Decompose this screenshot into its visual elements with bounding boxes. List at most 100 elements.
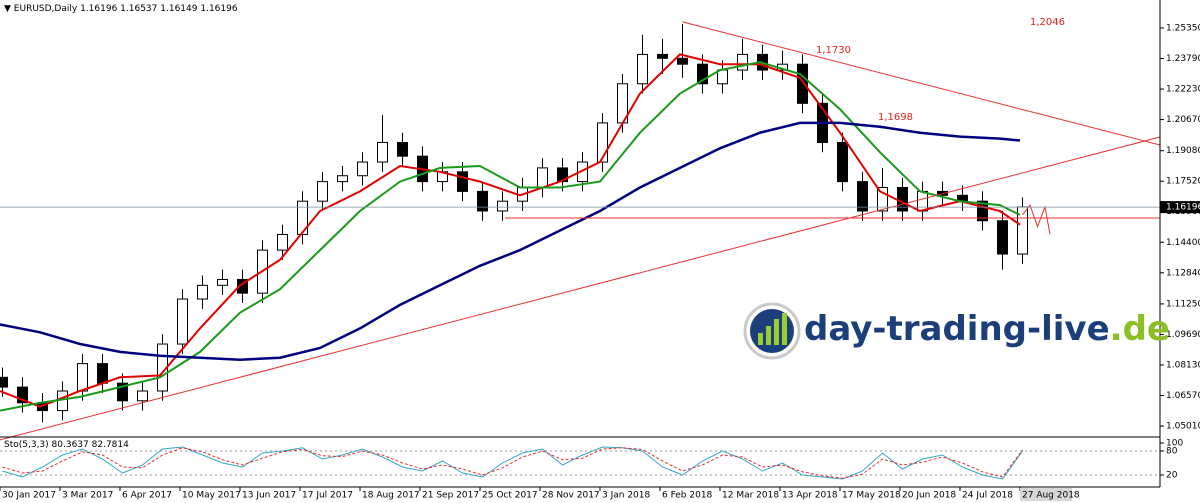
candle-body [177, 298, 188, 345]
level-annotation: 1,1730 [816, 45, 851, 56]
x-tick-label: 24 Jul 2018 [962, 491, 1013, 501]
header-low: 1.16149 [160, 4, 197, 14]
y-tick-label: 1.08130 [1166, 360, 1200, 370]
candle-body [77, 363, 88, 392]
candle-body [977, 200, 988, 222]
candle-body [317, 181, 328, 202]
x-tick-label: 27 Aug 2018 [1022, 491, 1080, 501]
y-tick-label: 1.12840 [1166, 268, 1200, 278]
candle-body [297, 200, 308, 235]
header-close: 1.16196 [200, 4, 237, 14]
watermark: day-trading-live.de [743, 302, 1170, 360]
candle-body [997, 220, 1008, 255]
y-tick-label: 1.17520 [1166, 177, 1200, 187]
candle-body [137, 390, 148, 402]
y-tick-label: 1.14400 [1166, 238, 1200, 248]
candle-body [277, 233, 288, 251]
current-price-box [1160, 201, 1200, 214]
y-tick-label: 20 [1166, 471, 1178, 481]
candle-body [877, 186, 888, 212]
y-tick-label: 100 [1166, 439, 1183, 449]
logo-bar [782, 313, 787, 345]
trend-line [0, 136, 1161, 441]
logo-text: day-trading-live.de [804, 309, 1170, 349]
candle-body [237, 278, 248, 294]
x-tick-label: 10 May 2017 [182, 491, 241, 501]
x-tick-label: 28 Nov 2017 [542, 491, 600, 501]
candle-body [17, 386, 28, 404]
candle-body [797, 63, 808, 104]
y-tick-label: 1.19080 [1166, 146, 1200, 156]
candle-body [597, 122, 608, 163]
trend-line [682, 21, 1161, 146]
x-tick-label: 21 Sep 2017 [422, 491, 479, 501]
x-tick-label: 30 Jan 2017 [2, 491, 56, 501]
candle-body [837, 141, 848, 183]
x-tick-label: 6 Apr 2017 [122, 491, 172, 501]
indicator-main: 80.3637 [52, 440, 89, 450]
logo-name: day-trading-live [804, 309, 1110, 349]
y-tick-label: 1.20670 [1166, 115, 1200, 125]
oscillator-line [2, 446, 1023, 480]
logo-disc [750, 309, 794, 353]
candle-body [377, 141, 388, 163]
candle-body [917, 190, 928, 212]
logo-bar [766, 326, 771, 345]
logo-bar [758, 333, 763, 345]
level-annotation: 1,2046 [1030, 17, 1065, 28]
candle-body [497, 200, 508, 212]
moving-average [0, 53, 1021, 408]
x-tick-label: 17 Jul 2017 [302, 491, 353, 501]
x-tick-label: 3 Jan 2018 [602, 491, 650, 501]
candle-body [697, 63, 708, 85]
x-tick-label: 18 Aug 2017 [362, 491, 420, 501]
x-tick-label: 13 Apr 2018 [782, 491, 838, 501]
x-tick-label: 13 Jun 2017 [242, 491, 296, 501]
level-annotation: 1,1698 [878, 112, 913, 123]
y-tick-label: 1.11250 [1166, 299, 1200, 309]
indicator-signal: 82.7814 [92, 440, 129, 450]
header-high: 1.16537 [120, 4, 157, 14]
symbol: EURUSD,Daily [14, 4, 78, 14]
y-tick-label: 1.09690 [1166, 330, 1200, 340]
candle-body [117, 382, 128, 402]
moving-average [0, 61, 1021, 412]
candle-body [857, 181, 868, 212]
x-tick-label: 25 Oct 2017 [482, 491, 538, 501]
x-tick-label: 12 Mar 2018 [722, 491, 779, 501]
candle-body [337, 175, 348, 183]
chart-header: ▼ EURUSD,Daily 1.16196 1.16537 1.16149 1… [4, 4, 238, 14]
candle-body [657, 53, 668, 59]
candle-body [577, 161, 588, 183]
x-tick-label: 6 Feb 2018 [662, 491, 713, 501]
candle-body [477, 190, 488, 212]
trend-line [1022, 204, 1051, 235]
y-tick-label: 1.23790 [1166, 54, 1200, 64]
candle-body [197, 284, 208, 300]
logo-bar [774, 319, 779, 345]
logo-tld: .de [1110, 309, 1170, 349]
candle-body [217, 278, 228, 286]
header-open: 1.16196 [80, 4, 117, 14]
current-price-label: 1.16196 [1166, 203, 1200, 213]
x-tick-label: 3 Mar 2017 [62, 491, 113, 501]
x-tick-highlight [1020, 488, 1072, 501]
indicator-name: Sto(5,3,3) [4, 440, 49, 450]
candle-body [557, 167, 568, 183]
indicator-header: Sto(5,3,3) 80.3637 82.7814 [4, 440, 129, 450]
y-tick-label: 1.25350 [1166, 23, 1200, 33]
x-tick-label: 17 May 2018 [842, 491, 901, 501]
y-tick-label: 1.06570 [1166, 391, 1200, 401]
candle-body [637, 53, 648, 85]
moving-average [0, 121, 1021, 361]
candle-body [457, 171, 468, 192]
y-tick-label: 1.05010 [1166, 422, 1200, 432]
candle-body [397, 141, 408, 157]
candle-body [357, 161, 368, 177]
x-tick-label: 20 Jun 2018 [902, 491, 956, 501]
y-tick-label: 1.22230 [1166, 85, 1200, 95]
oscillator-line [2, 447, 1023, 479]
candle-body [537, 167, 548, 188]
header-triangle: ▼ [4, 4, 14, 14]
